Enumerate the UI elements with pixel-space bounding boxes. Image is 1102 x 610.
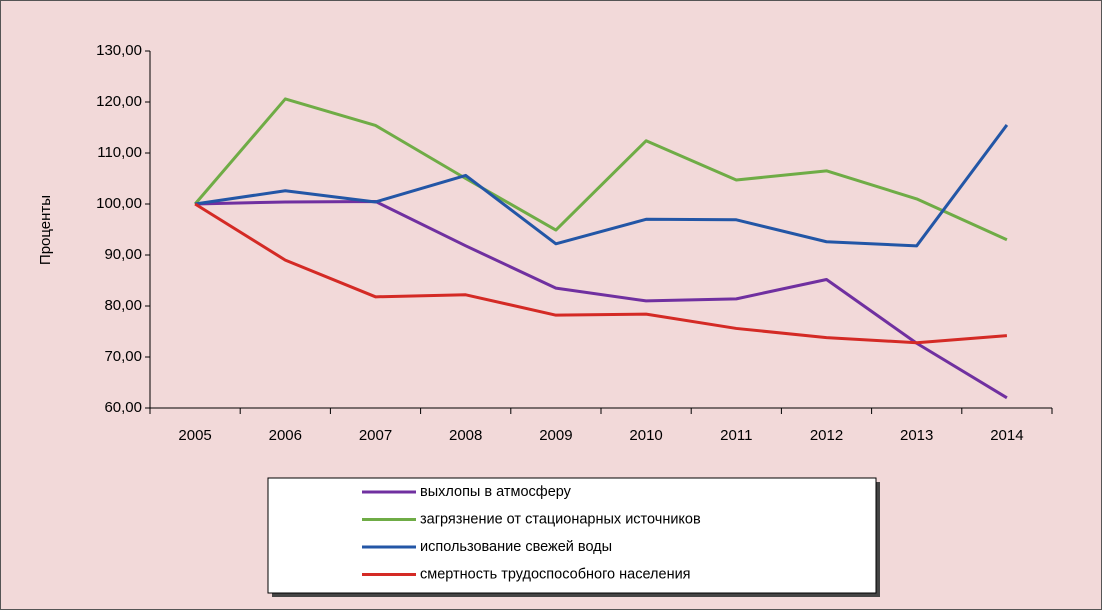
y-tick-label: 60,00 xyxy=(104,399,142,416)
y-tick-label: 130,00 xyxy=(96,42,142,59)
legend-label: смертность трудоспособного населения xyxy=(420,566,691,582)
x-tick-label: 2005 xyxy=(178,427,211,444)
x-tick-label: 2009 xyxy=(539,427,572,444)
series-line xyxy=(194,124,1009,248)
y-tick-label: 100,00 xyxy=(96,195,142,212)
x-tick-label: 2006 xyxy=(269,427,302,444)
y-tick-label: 120,00 xyxy=(96,93,142,110)
x-tick-label: 2010 xyxy=(629,427,662,444)
x-tick-label: 2014 xyxy=(990,427,1023,444)
legend-label: использование свежей воды xyxy=(420,539,612,555)
x-tick-label: 2008 xyxy=(449,427,482,444)
y-tick-label: 90,00 xyxy=(104,246,142,263)
x-tick-label: 2012 xyxy=(810,427,843,444)
y-axis-label: Проценты xyxy=(37,195,54,265)
legend-label: загрязнение от стационарных источников xyxy=(420,511,701,527)
legend: выхлопы в атмосферу загрязнение от стацио… xyxy=(267,477,880,597)
x-tick-label: 2007 xyxy=(359,427,392,444)
series-line xyxy=(193,97,1008,242)
y-tick-label: 70,00 xyxy=(104,348,142,365)
y-tick-label: 80,00 xyxy=(104,297,142,314)
x-tick-label: 2011 xyxy=(720,427,752,444)
legend-label: выхлопы в атмосферу xyxy=(420,484,572,500)
x-tick-label: 2013 xyxy=(900,427,933,444)
y-tick-label: 110,00 xyxy=(97,144,142,161)
series-line xyxy=(195,199,1008,400)
series-line xyxy=(194,202,1008,345)
